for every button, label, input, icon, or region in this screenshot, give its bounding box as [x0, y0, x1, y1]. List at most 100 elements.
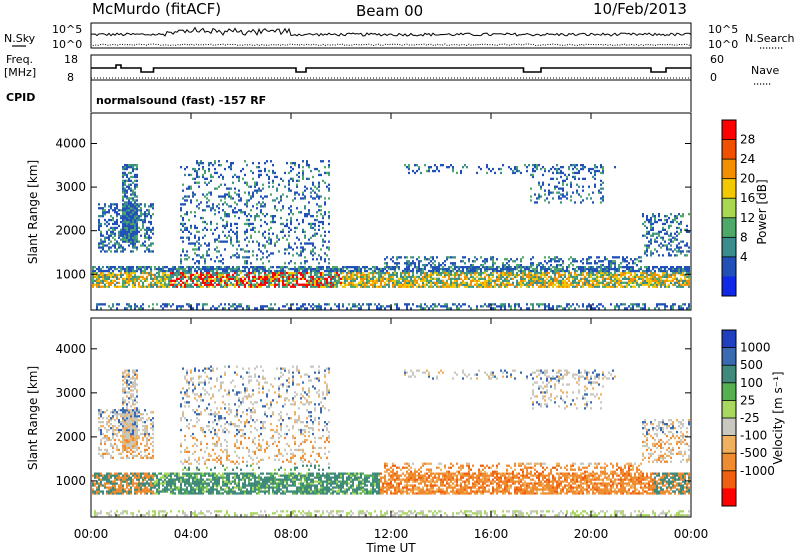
power-cell: [556, 164, 558, 167]
power-cell: [368, 271, 370, 275]
power-cell: [232, 254, 234, 257]
power-cell: [528, 267, 530, 271]
power-cell: [520, 277, 522, 280]
power-cell: [98, 275, 100, 279]
power-cell: [100, 267, 102, 271]
power-cell: [220, 267, 222, 271]
power-cell: [230, 267, 232, 271]
power-cell: [480, 285, 482, 288]
velocity-cell: [100, 510, 102, 513]
power-cell: [420, 273, 422, 277]
power-cell: [430, 277, 432, 280]
power-cell: [206, 277, 208, 280]
power-cell: [126, 207, 128, 210]
power-cell: [130, 218, 132, 222]
power-cell: [602, 197, 604, 200]
power-cell: [184, 269, 186, 273]
power-cell: [552, 307, 554, 310]
power-cell: [204, 262, 206, 265]
power-cell: [202, 266, 204, 269]
power-cell: [282, 205, 284, 208]
power-cell: [308, 164, 310, 167]
power-cell: [458, 285, 460, 288]
power-cell: [608, 260, 610, 263]
power-cell: [366, 285, 368, 288]
power-cell: [448, 275, 450, 279]
power-cell: [618, 256, 620, 259]
power-cell: [338, 275, 340, 279]
power-cell: [264, 271, 266, 275]
power-cell: [462, 281, 464, 284]
power-cell: [648, 279, 650, 282]
power-cell: [380, 279, 382, 282]
power-cell: [320, 256, 322, 259]
power-cell: [480, 283, 482, 286]
power-cell: [676, 266, 678, 269]
power-cell: [188, 283, 190, 286]
power-cell: [564, 269, 566, 273]
power-cell: [302, 277, 304, 280]
power-cell: [254, 218, 256, 222]
power-cell: [546, 305, 548, 308]
power-cell: [450, 266, 452, 269]
power-cell: [420, 285, 422, 288]
power-cell: [520, 266, 522, 269]
power-cell: [504, 305, 506, 308]
power-cell: [152, 207, 154, 210]
power-cell: [132, 166, 134, 169]
power-cell: [150, 285, 152, 288]
power-cell: [304, 197, 306, 200]
power-cell: [476, 283, 478, 286]
power-cell: [176, 269, 178, 273]
power-cell: [380, 273, 382, 277]
power-cell: [516, 264, 518, 267]
power-cell: [600, 260, 602, 263]
power-cell: [142, 266, 144, 269]
power-cell: [166, 275, 168, 279]
power-cell: [416, 271, 418, 275]
power-cell: [150, 275, 152, 279]
power-cell: [664, 228, 666, 231]
velocity-cell: [100, 415, 102, 418]
power-cell: [312, 269, 314, 273]
power-cell: [254, 271, 256, 275]
power-cell: [132, 181, 134, 184]
power-cell: [660, 246, 662, 249]
power-cell: [330, 281, 332, 284]
power-cell: [676, 271, 678, 275]
power-cell: [126, 191, 128, 194]
power-cell: [468, 260, 470, 263]
power-cell: [464, 266, 466, 269]
power-cell: [490, 267, 492, 271]
power-cell: [152, 279, 154, 282]
power-cell: [680, 267, 682, 271]
power-cell: [660, 218, 662, 222]
power-cell: [256, 207, 258, 210]
power-cell: [128, 201, 130, 204]
power-cell: [312, 307, 314, 310]
power-cell: [288, 283, 290, 286]
power-cell: [510, 267, 512, 271]
power-cell: [582, 262, 584, 265]
power-cell: [448, 307, 450, 310]
power-cell: [202, 307, 204, 310]
power-cell: [668, 226, 670, 230]
power-cell: [120, 232, 122, 235]
power-cell: [474, 279, 476, 282]
power-cell: [138, 205, 140, 208]
power-cell: [456, 279, 458, 282]
power-cell: [130, 166, 132, 169]
power-cell: [126, 205, 128, 208]
power-cell: [548, 191, 550, 194]
power-cell: [214, 260, 216, 263]
power-cell: [142, 222, 144, 226]
power-cell: [128, 267, 130, 271]
power-cell: [190, 277, 192, 280]
power-cell: [120, 244, 122, 247]
power-cell: [492, 264, 494, 267]
power-cell: [484, 303, 486, 306]
power-cell: [686, 254, 688, 257]
velocity-cell: [98, 411, 100, 414]
power-cell: [316, 285, 318, 288]
power-cell: [186, 271, 188, 275]
